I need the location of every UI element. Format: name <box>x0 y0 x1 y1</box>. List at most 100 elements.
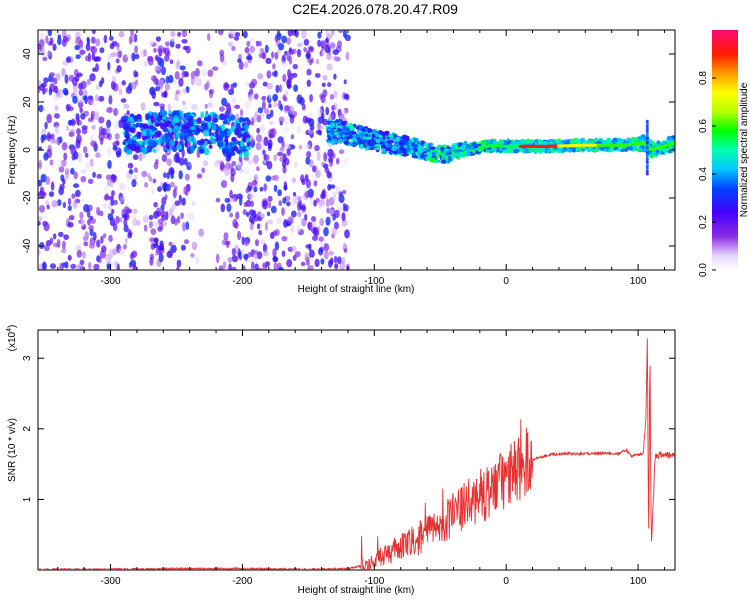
spectrogram-cell <box>564 140 570 146</box>
spectrogram-cell <box>272 248 277 258</box>
spectrogram-cell <box>105 174 113 181</box>
spectrogram-cell <box>174 200 181 206</box>
spectrogram-cell <box>290 210 297 218</box>
spectrogram-cell <box>103 255 110 261</box>
spectrogram-cell <box>266 160 273 170</box>
spectrogram-cell <box>67 205 72 211</box>
colorbar-tick-label: 0.4 <box>698 167 709 181</box>
spectrogram-cell <box>144 182 149 188</box>
spectrogram-cell <box>587 140 593 144</box>
spectrogram-cell <box>268 121 274 126</box>
spectrogram-cell <box>127 116 134 123</box>
spectrogram-cell <box>291 245 297 252</box>
spectrogram-cell <box>182 88 187 94</box>
spectrogram-cell <box>93 263 100 270</box>
spectrogram-cell <box>153 237 159 243</box>
spectrogram-cell <box>439 146 445 151</box>
spectrogram-cell <box>72 200 78 209</box>
spectrogram-cell <box>128 36 133 45</box>
spectrogram-cell <box>304 190 311 199</box>
spectrogram-cell <box>293 84 299 92</box>
spectrogram-cell <box>485 149 491 153</box>
spectrogram-cell <box>154 86 160 92</box>
spectrogram-y-label: Frequency (Hz) <box>7 116 18 185</box>
spectrogram-cell <box>96 239 101 248</box>
spectrogram-cell <box>132 136 138 141</box>
spectrogram-cell <box>352 131 357 135</box>
spectrogram-cell <box>184 112 191 119</box>
spectrogram-cell <box>277 266 284 270</box>
spectrogram-cell <box>394 143 400 147</box>
spectrogram-cell <box>299 205 306 211</box>
spectrogram-cell <box>360 144 364 148</box>
spectrogram-cell <box>580 137 586 143</box>
spectrogram-cell <box>111 208 115 215</box>
spectrogram-cell <box>329 130 336 136</box>
spectrogram-cell <box>261 100 266 110</box>
y-tick-label: 20 <box>22 96 33 108</box>
x-tick-label: -300 <box>101 576 121 587</box>
y-tick-label: 2 <box>22 426 33 432</box>
spectrogram-cell <box>68 215 75 221</box>
spectrogram-cell <box>341 219 348 227</box>
spectrogram-cell <box>261 95 267 101</box>
spectrogram-cell <box>118 247 125 256</box>
spectrogram-cell <box>98 95 105 102</box>
spectrogram-cell <box>150 242 156 250</box>
spectrogram-cell <box>455 149 461 153</box>
spectrogram-cell <box>281 250 286 257</box>
spectrogram-cell <box>70 167 75 175</box>
spectrogram-cell <box>310 57 314 64</box>
spectrogram-cell <box>645 165 649 169</box>
spectrogram-cell <box>39 205 45 213</box>
spectrogram-cell <box>208 89 215 94</box>
spectrogram-cell <box>325 106 330 116</box>
spectrogram-cell <box>40 134 45 144</box>
spectrogram-cell <box>199 148 205 154</box>
spectrogram-cell <box>153 210 159 219</box>
spectrogram-cell <box>185 221 190 231</box>
spectrogram-cell <box>141 170 148 178</box>
spectrogram-cell <box>347 123 354 128</box>
spectrogram-cell <box>132 263 137 270</box>
spectrogram-cell <box>645 170 649 174</box>
y-tick-label: 0 <box>22 147 33 153</box>
spectrogram-cell <box>272 63 276 70</box>
spectrogram-cell <box>223 81 230 91</box>
spectrogram-cell <box>201 67 207 77</box>
spectrogram-cell <box>334 209 340 219</box>
spectrogram-cell <box>219 130 226 138</box>
spectrogram-cell <box>83 241 89 247</box>
spectrogram-cell <box>325 216 331 226</box>
spectrogram-cell <box>244 61 249 68</box>
spectrogram-cell <box>454 145 458 150</box>
spectrogram-cell <box>176 216 181 224</box>
spectrogram-cell <box>162 182 168 192</box>
spectrogram-cell <box>273 261 278 270</box>
spectrogram-cell <box>258 229 263 236</box>
spectrogram-cell <box>178 77 184 87</box>
spectrogram-cell <box>308 118 315 127</box>
spectrogram-cell <box>262 149 266 156</box>
spectrogram-cell <box>444 156 449 159</box>
spectrogram-cell <box>88 243 95 249</box>
spectrogram-cell <box>276 32 282 41</box>
spectrogram-cell <box>123 103 130 109</box>
spectrogram-cell <box>124 130 130 138</box>
spectrogram-cell <box>133 115 138 122</box>
spectrogram-cell <box>528 147 534 150</box>
spectrogram-cell <box>157 186 162 193</box>
spectrogram-cell <box>250 218 255 225</box>
spectrogram-cell <box>189 211 195 221</box>
spectrogram-cell <box>242 30 248 39</box>
spectrogram-cell <box>164 194 168 201</box>
spectrogram-cell <box>298 145 303 150</box>
spectrogram-cell <box>333 102 338 111</box>
spectrogram-cell <box>237 230 242 241</box>
spectrogram-cell <box>96 173 102 179</box>
colorbar-tick-label: 0.0 <box>698 263 709 277</box>
spectrogram-cell <box>645 124 649 128</box>
spectrogram-cell <box>171 131 175 136</box>
spectrogram-cell <box>106 133 111 139</box>
spectrogram-cell <box>258 40 262 47</box>
